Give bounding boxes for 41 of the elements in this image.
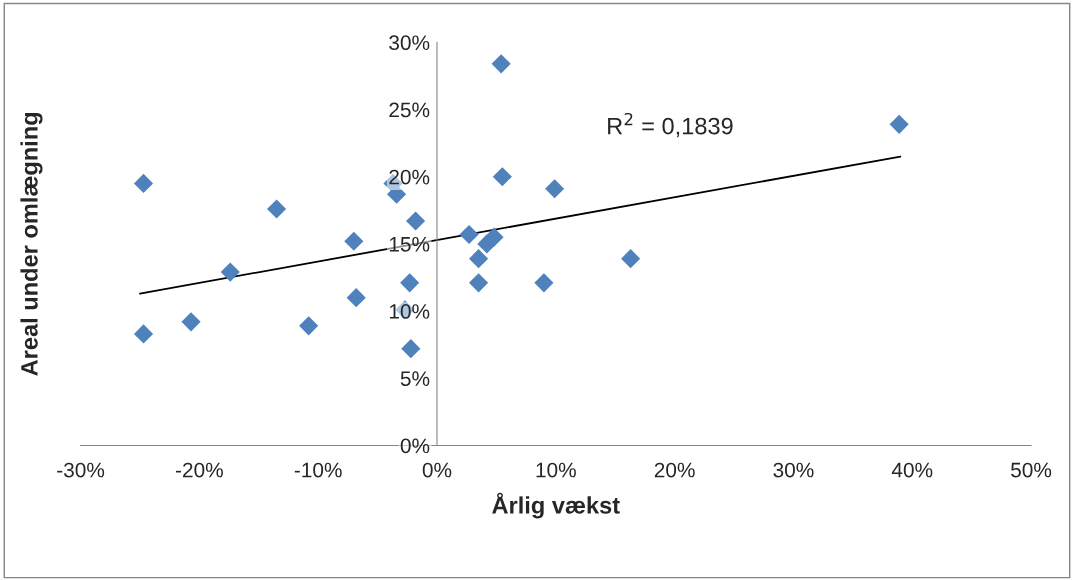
point [346,288,366,308]
y-axis-title: Areal under omlægning [20,112,43,376]
point [344,231,364,251]
x-tick-label: 30% [773,462,814,478]
point [459,224,479,245]
point [469,249,489,269]
x-tick-label: -30% [57,462,105,478]
x-tick-label: 10% [536,462,576,478]
point [889,114,909,134]
point [267,199,287,219]
y-tick-label: 15% [389,236,430,252]
point [545,179,565,199]
point [621,249,641,269]
y-tick-label: 20% [389,169,430,185]
x-tick-label: 40% [891,462,933,478]
point [401,339,421,359]
point [406,211,426,231]
point [133,173,154,193]
point [181,312,201,332]
x-tick-label: -20% [175,462,223,478]
point [491,54,511,74]
x-axis-title: Årlig vækst [492,492,620,519]
y-tick-label: 0% [400,438,430,454]
annotation: R$^{2}$ = 0,1839 [608,112,733,138]
point [484,227,504,247]
point [469,273,489,293]
x-tick-label: 20% [654,462,695,478]
point [492,167,512,187]
point [299,316,319,336]
point [133,324,154,344]
y-tick-label: 5% [400,371,430,387]
y-tick-label: 30% [389,35,430,51]
point [534,273,554,293]
x-tick-label: -10% [294,462,342,478]
y-tick-label: 10% [389,304,430,319]
x-tick-label: 50% [1011,462,1052,478]
y-tick-label: 25% [389,102,430,118]
point [220,262,240,282]
point [387,184,407,204]
point [400,273,420,293]
x-tick-label: 0% [422,462,452,478]
